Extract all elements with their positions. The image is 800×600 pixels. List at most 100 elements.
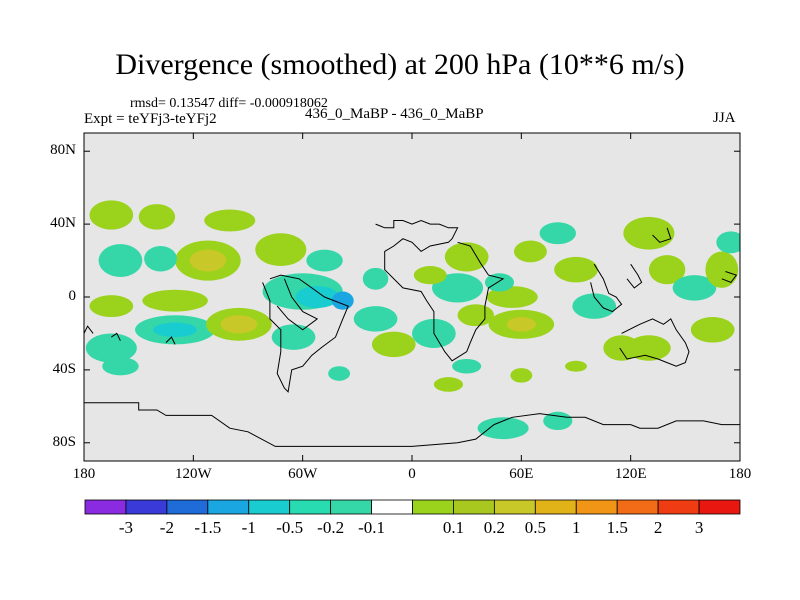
experiment-label: Expt = teYFj3-teYFj2	[84, 111, 217, 127]
colorbar-swatch	[616, 499, 659, 515]
season-label: JJA	[713, 110, 736, 126]
coastline	[276, 278, 319, 331]
contour-region	[554, 256, 598, 283]
contour-region	[444, 242, 489, 272]
contour-region	[98, 244, 143, 277]
colorbar-label: 3	[694, 518, 704, 537]
contour-region	[144, 245, 177, 272]
colorbar-label: 0.1	[442, 518, 465, 537]
contour-region	[153, 322, 197, 338]
colorbar-label: -0.1	[358, 518, 386, 537]
colorbar-swatch	[371, 499, 413, 515]
contour-region	[142, 289, 208, 312]
contour-region	[362, 267, 389, 290]
contour-region	[572, 293, 617, 319]
contour-region	[353, 306, 398, 332]
colorbar-label: 0.2	[483, 518, 505, 537]
colorbar-label: -0.5	[276, 518, 304, 537]
contour-region	[433, 377, 464, 392]
colorbar-swatch	[534, 499, 577, 515]
colorbar-swatch	[412, 499, 454, 515]
contour-region	[690, 317, 735, 343]
coastline	[165, 336, 176, 345]
coastline	[262, 274, 349, 393]
stats-label: rmsd= 0.13547 diff= -0.000918062	[130, 96, 328, 111]
lon-tick-label: 180	[728, 466, 752, 482]
contour-region	[477, 417, 529, 440]
lon-tick-label: 120E	[614, 466, 647, 482]
contour-fill-layer	[85, 200, 740, 440]
center-subtitle: 436_0_MaBP - 436_0_MaBP	[305, 106, 484, 122]
colorbar-label: -0.2	[317, 518, 345, 537]
lat-tick-label: 80N	[50, 142, 76, 159]
contour-region	[255, 233, 307, 267]
lat-tick-label: 0	[68, 288, 77, 304]
contour-region	[452, 358, 482, 374]
coastline	[626, 263, 643, 289]
colorbar-label: -1.5	[194, 518, 222, 537]
contour-region	[295, 286, 340, 308]
lat-tick-label: 40N	[50, 215, 76, 232]
contour-region	[413, 266, 447, 285]
colorbar-swatch	[289, 499, 332, 515]
contour-region	[705, 251, 739, 288]
colorbar-swatch	[84, 499, 127, 515]
contour-region	[331, 291, 354, 310]
contour-region	[543, 411, 573, 431]
contour-region	[306, 249, 343, 272]
colorbar-label: -3	[118, 518, 134, 537]
coastline	[111, 332, 121, 341]
lon-tick-label: 180	[72, 466, 96, 482]
contour-region	[138, 204, 176, 230]
contour-region	[204, 209, 256, 232]
colorbar-swatch	[575, 499, 618, 515]
contour-region	[486, 286, 538, 308]
contour-region	[565, 360, 587, 372]
lon-tick-label: 60W	[288, 466, 318, 482]
coastline	[375, 219, 505, 362]
contour-region	[672, 275, 717, 301]
colorbar-swatch	[207, 499, 250, 515]
contour-region	[328, 366, 351, 381]
colorbar-label: -2	[159, 518, 174, 537]
contour-region	[484, 273, 515, 292]
colorbar-label: 2	[653, 518, 663, 537]
colorbar-label: -1	[241, 518, 256, 537]
lon-tick-label: 120W	[174, 466, 212, 482]
contour-region	[102, 357, 139, 376]
coastline	[590, 263, 623, 313]
colorbar-swatch	[125, 499, 168, 515]
colorbar-swatch	[453, 499, 495, 515]
lon-tick-label: 60E	[509, 466, 534, 482]
contour-region	[220, 315, 258, 334]
chart-title: Divergence (smoothed) at 200 hPa (10**6 …	[115, 48, 685, 81]
colorbar-label: 0.5	[524, 518, 546, 537]
colorbar-swatch	[166, 499, 209, 515]
colorbar-swatch	[248, 499, 291, 515]
lat-tick-label: 80S	[52, 433, 76, 450]
colorbar	[84, 499, 741, 515]
colorbar-swatch	[698, 499, 741, 515]
coastline	[84, 402, 740, 447]
contour-region	[271, 324, 316, 350]
contour-region	[539, 222, 576, 245]
colorbar-swatch	[330, 499, 372, 515]
coastline	[619, 318, 690, 367]
contour-region	[85, 333, 137, 363]
coastline	[721, 271, 738, 284]
lat-tick-label: 40S	[52, 360, 76, 377]
contour-region	[89, 295, 134, 318]
contour-region	[648, 255, 686, 285]
colorbar-label: 1	[572, 518, 581, 537]
colorbar-swatch	[657, 499, 700, 515]
contour-region	[506, 317, 536, 332]
contour-region	[623, 216, 675, 250]
contour-region	[457, 304, 494, 327]
colorbar-swatch	[493, 499, 536, 515]
contour-region	[716, 231, 740, 254]
contour-region	[514, 240, 547, 263]
contour-region	[627, 335, 671, 361]
colorbar-label: 1.5	[606, 518, 628, 537]
lon-tick-label: 0	[408, 466, 416, 482]
